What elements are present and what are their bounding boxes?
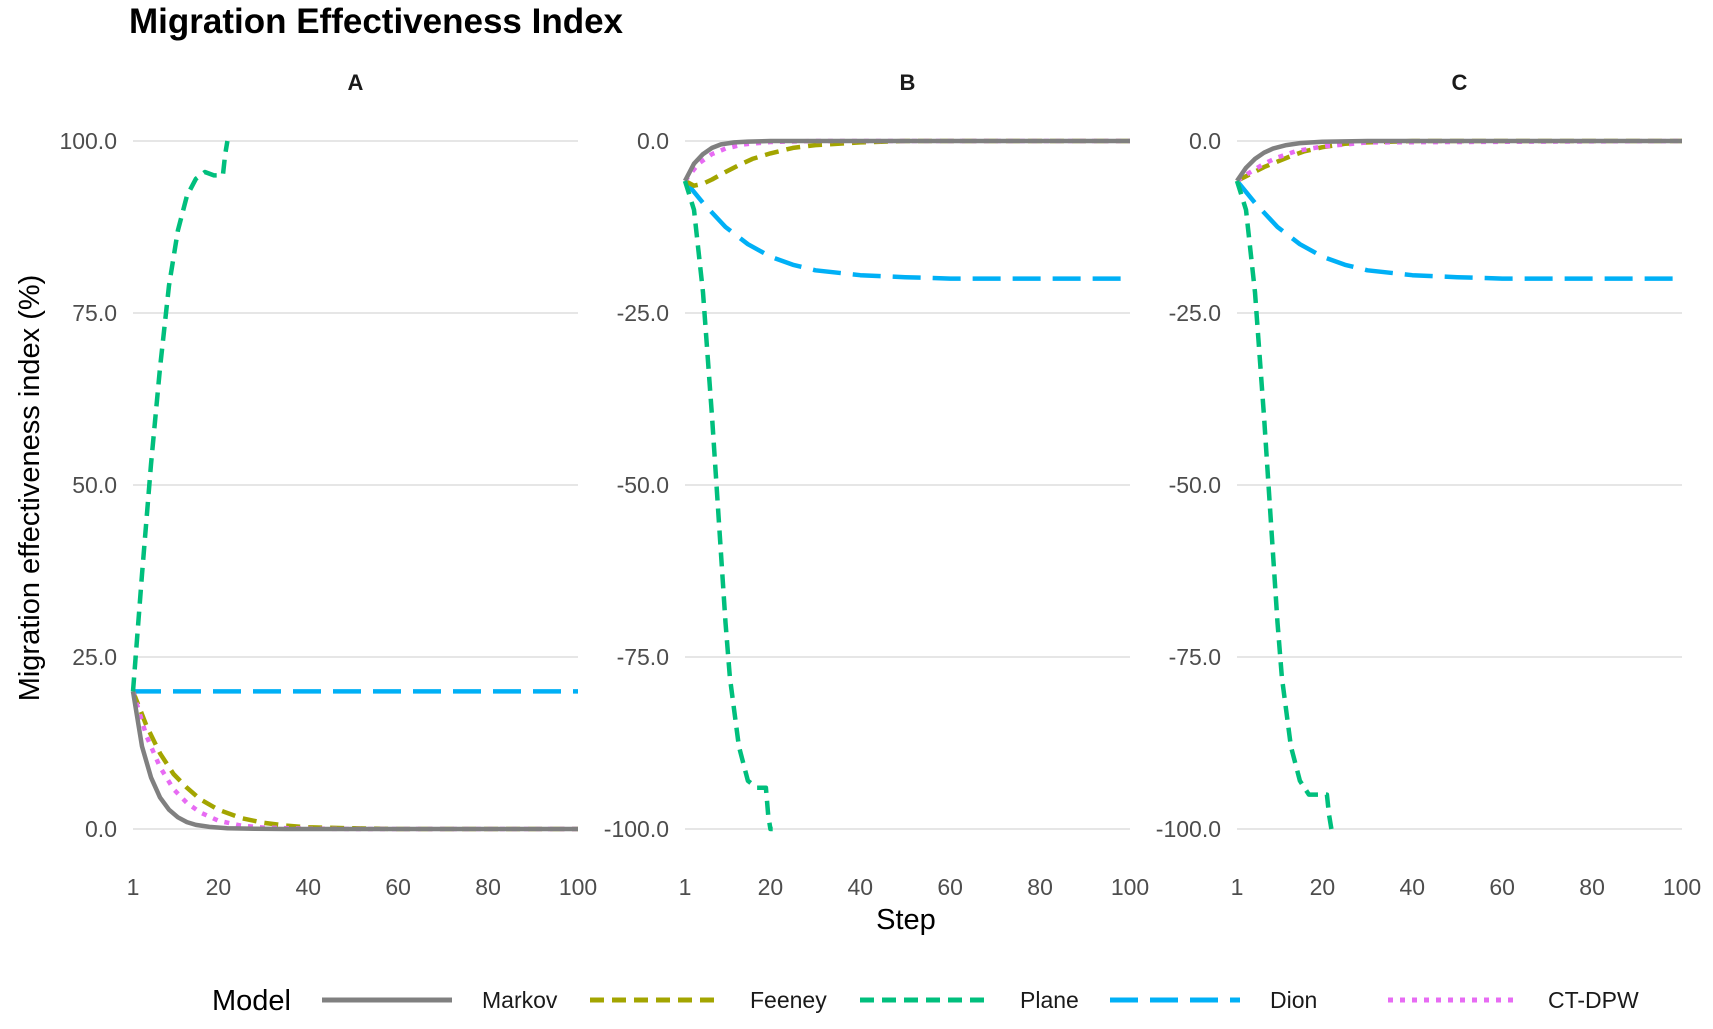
x-tick-label: 40 (1400, 874, 1426, 900)
x-tick-label: 1 (127, 874, 140, 900)
x-tick-label: 40 (296, 874, 322, 900)
x-tick-label: 100 (1663, 874, 1701, 900)
series-line-markov (1235, 138, 1682, 183)
y-tick-label: -25.0 (617, 300, 669, 326)
legend-label-dion: Dion (1270, 987, 1317, 1013)
legend-label-plane: Plane (1020, 987, 1079, 1013)
y-tick-label: -25.0 (1169, 300, 1221, 326)
panel-label-a: A (348, 70, 364, 95)
x-tick-label: 80 (1027, 874, 1053, 900)
chart-title: Migration Effectiveness Index (129, 2, 624, 41)
series-line-markov (683, 138, 1130, 182)
x-tick-label: 100 (559, 874, 597, 900)
y-tick-label: -75.0 (1169, 644, 1221, 670)
x-tick-label: 80 (1579, 874, 1605, 900)
x-axis-title: Step (876, 904, 936, 936)
x-tick-label: 20 (1310, 874, 1336, 900)
panel-c: C -100.0 -75.0 -50.0 -25.0 0.0 1 20 40 60 80 100 (1156, 70, 1701, 900)
panel-label-c: C (1452, 70, 1468, 95)
y-tick-label: -100.0 (1156, 816, 1221, 842)
x-tick-label: 60 (937, 874, 963, 900)
y-tick-label: 50.0 (72, 472, 117, 498)
x-tick-label: 60 (385, 874, 411, 900)
legend-item-plane: Plane (860, 987, 1079, 1013)
series-line-ct-dpw (130, 690, 578, 832)
series-line-plane (1234, 180, 1334, 830)
x-tick-label: 1 (679, 874, 692, 900)
legend-label-markov: Markov (482, 987, 558, 1013)
series-line-dion (1235, 179, 1682, 281)
legend: Model Markov Feeney Plane Dion CT-DPW (212, 985, 1639, 1017)
legend-label-feeney: Feeney (750, 987, 827, 1013)
x-tick-label: 1 (1231, 874, 1244, 900)
panel-label-b: B (900, 70, 916, 95)
panels: A 0.0 25.0 50.0 75.0 100.0 1 20 40 60 80 100 B -100.0… (59, 70, 1701, 900)
panel-b: B -100.0 -75.0 -50.0 -25.0 0.0 1 20 40 60 80 100 (604, 70, 1149, 900)
series-line-feeney (130, 690, 578, 832)
x-tick-label: 100 (1111, 874, 1149, 900)
x-tick-label: 40 (848, 874, 874, 900)
legend-item-ct-dpw: CT-DPW (1388, 987, 1639, 1013)
y-tick-label: -75.0 (617, 644, 669, 670)
y-tick-label: 0.0 (85, 816, 117, 842)
series-line-plane (682, 180, 773, 832)
y-tick-label: 0.0 (637, 128, 669, 154)
y-tick-label: 25.0 (72, 644, 117, 670)
y-tick-label: -50.0 (617, 472, 669, 498)
series-line-ct-dpw (1235, 138, 1683, 183)
x-tick-label: 60 (1489, 874, 1515, 900)
y-tick-label: 75.0 (72, 300, 117, 326)
legend-title: Model (212, 985, 291, 1017)
panel-a: A 0.0 25.0 50.0 75.0 100.0 1 20 40 60 80 100 (59, 70, 597, 900)
series-line-feeney (683, 138, 1130, 188)
y-tick-label: -50.0 (1169, 472, 1221, 498)
y-tick-label: 0.0 (1189, 128, 1221, 154)
series-line-dion (683, 179, 1130, 281)
x-tick-label: 20 (206, 874, 232, 900)
legend-item-dion: Dion (1110, 987, 1317, 1013)
y-tick-label: 100.0 (59, 128, 117, 154)
x-tick-label: 20 (758, 874, 784, 900)
y-axis-title: Migration effectiveness index (%) (14, 275, 46, 702)
x-tick-label: 80 (475, 874, 501, 900)
series-line-plane (130, 140, 230, 692)
legend-label-ct-dpw: CT-DPW (1548, 987, 1639, 1013)
legend-item-feeney: Feeney (590, 987, 827, 1013)
series-line-markov (130, 691, 578, 832)
y-tick-label: -100.0 (604, 816, 669, 842)
legend-item-markov: Markov (322, 987, 558, 1013)
series-line-feeney (1235, 138, 1682, 183)
